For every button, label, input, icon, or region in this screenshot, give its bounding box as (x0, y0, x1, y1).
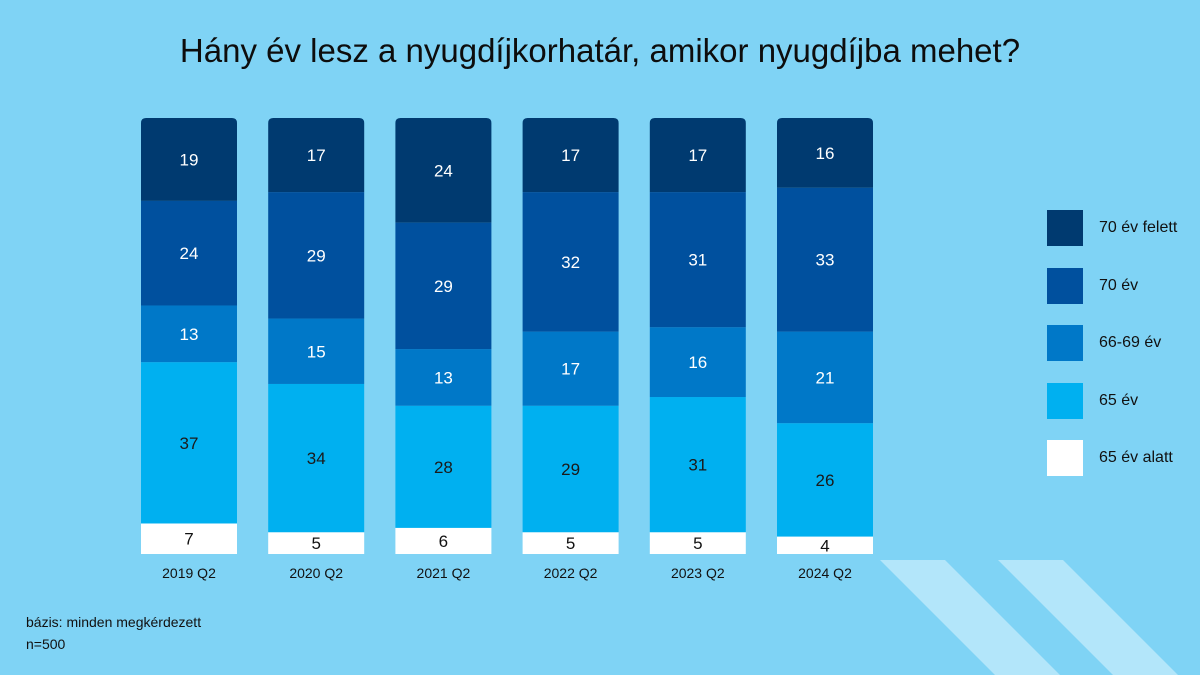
legend-item: 70 év felett (1047, 210, 1197, 246)
bar-segment (649, 118, 746, 193)
legend-label: 70 év (1099, 276, 1139, 294)
legend-item: 70 év (1047, 267, 1197, 304)
data-label: 13 (180, 325, 199, 344)
bar-segment (649, 397, 746, 533)
data-label: 33 (816, 251, 835, 270)
bar-segment (522, 532, 619, 554)
data-label: 5 (311, 534, 320, 553)
data-label: 26 (816, 471, 835, 490)
bar-segment (141, 305, 237, 363)
legend-swatch (1047, 325, 1083, 361)
legend-item: 65 év (1047, 382, 1197, 419)
bar-segment (777, 187, 873, 332)
data-label: 5 (566, 534, 575, 553)
bar-segment (268, 532, 365, 554)
bar-segment (777, 331, 873, 424)
legend-swatch (1047, 210, 1083, 246)
bar-segment (268, 318, 365, 384)
footer-note: bázis: minden megkérdezett n=500 (26, 611, 201, 655)
bar-segment (395, 405, 492, 528)
data-label: 21 (816, 368, 835, 387)
category-label: 2019 Q2 (162, 565, 216, 581)
bar-segment (777, 118, 873, 188)
data-label: 34 (307, 449, 326, 468)
sample-size: n=500 (26, 636, 66, 652)
bar-segment (395, 527, 492, 554)
data-label: 13 (434, 368, 453, 387)
data-label: 24 (434, 161, 453, 180)
data-label: 16 (816, 144, 835, 163)
category-label: 2022 Q2 (544, 565, 598, 581)
data-label: 17 (307, 146, 326, 165)
bar-segment (395, 118, 492, 223)
category-label: 2024 Q2 (798, 565, 852, 581)
bar-segment (522, 331, 619, 406)
bar-segment (649, 327, 746, 398)
bar-segment (268, 383, 365, 533)
data-label: 7 (184, 530, 193, 549)
data-label: 29 (307, 246, 326, 265)
bar-segment (649, 192, 746, 328)
legend-label: 66-69 év (1099, 334, 1162, 351)
data-label: 17 (561, 146, 580, 165)
legend-label: 65 év (1099, 391, 1139, 409)
data-label: 37 (180, 434, 199, 453)
data-label: 29 (434, 277, 453, 296)
bar-segment (141, 118, 237, 201)
data-label: 28 (434, 458, 453, 477)
bar-segment (268, 192, 365, 319)
bar-segment (777, 423, 873, 537)
bar-segment (522, 192, 619, 332)
bar-segment (777, 536, 873, 554)
stacked-bar-chart: 7 37 13 24 19 2019 Q2 5 34 15 29 17 2020 Q2 6 28 13 29 2… (141, 118, 873, 581)
legend-swatch (1047, 267, 1083, 304)
category-label: 2020 Q2 (289, 565, 343, 581)
data-label: 29 (561, 460, 580, 479)
bar-segment (395, 349, 492, 406)
data-label: 6 (439, 532, 448, 551)
legend-swatch (1047, 440, 1083, 476)
data-label: 5 (693, 534, 702, 553)
bar-segment (268, 118, 365, 193)
data-label: 15 (307, 342, 326, 361)
data-label: 31 (688, 251, 707, 270)
chart-title: Hány év lesz a nyugdíjkorhatár, amikor n… (179, 32, 1021, 69)
data-label: 19 (180, 150, 199, 169)
bar-segment (522, 405, 619, 533)
data-label: 32 (561, 253, 580, 272)
legend-swatch (1047, 382, 1083, 419)
bar-segment (141, 362, 237, 524)
bar-segment (649, 532, 746, 554)
data-label: 31 (688, 456, 707, 475)
bar-segment (522, 118, 619, 193)
category-label: 2021 Q2 (417, 565, 471, 581)
legend-item: 66-69 év (1047, 325, 1197, 361)
bar-segment (141, 200, 237, 306)
base-note: bázis: minden megkérdezett (26, 614, 202, 630)
data-label: 24 (180, 244, 199, 263)
data-label: 17 (688, 146, 707, 165)
legend-item: 65 év alatt (1047, 440, 1197, 476)
bar-segment (395, 222, 492, 350)
legend-label: 65 év alatt (1099, 449, 1173, 466)
data-label: 4 (820, 536, 829, 555)
data-label: 16 (688, 353, 707, 372)
bar-segment (141, 523, 237, 554)
category-label: 2023 Q2 (671, 565, 725, 581)
data-label: 17 (561, 360, 580, 379)
legend-label: 70 év felett (1099, 219, 1178, 236)
